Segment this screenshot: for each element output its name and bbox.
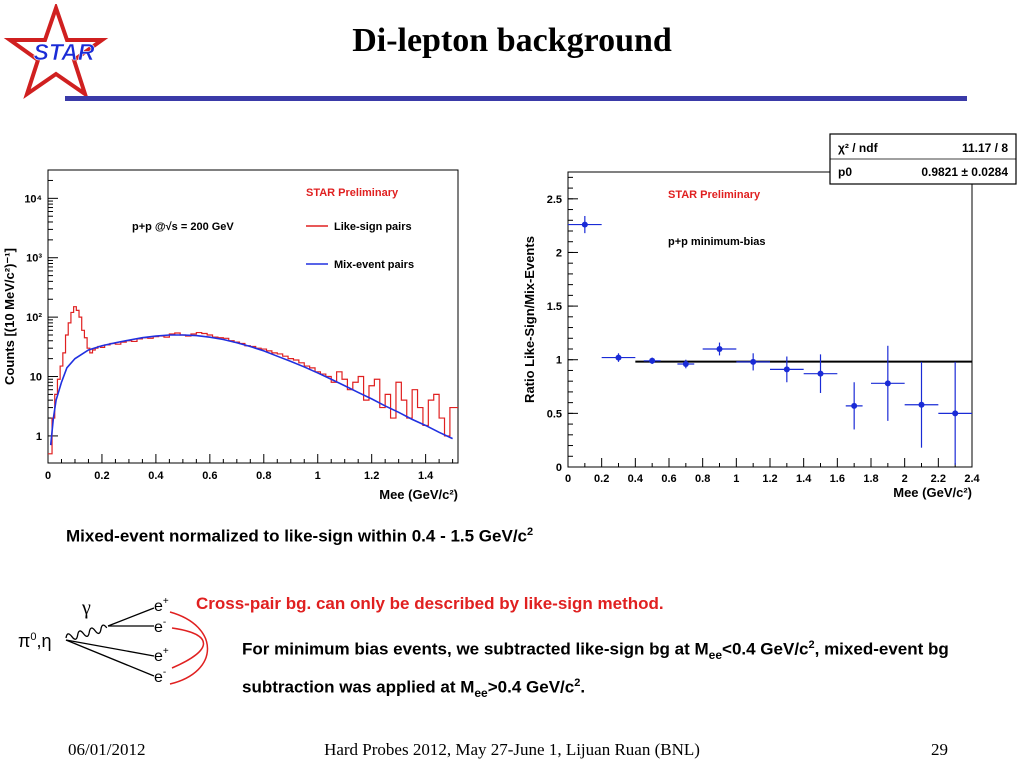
e-plus-1-label: e+ [154, 596, 169, 615]
y-axis-title: Ratio Like-Sign/Mix-Events [522, 236, 537, 403]
normalization-caption: Mixed-event normalized to like-sign with… [66, 526, 534, 546]
data-point [615, 354, 622, 361]
data-point [918, 401, 925, 408]
x-tick-label: 0 [565, 473, 571, 485]
ratio-chart: 0 0.2 0.4 0.6 0.8 1 1.2 1.4 1.6 1.8 2 2.2 2.400.511.… [522, 133, 1017, 500]
x-tick-label: 2.4 [964, 473, 980, 485]
like-sign-mix-event-chart: 0 0.2 0.4 0.6 0.8 1 1.2 1.4 1 10 10² 10³ 10⁴ Counts [… [2, 169, 459, 502]
legend-label: Like-sign pairs [334, 221, 412, 233]
cross-pair-arc-outer [169, 611, 209, 685]
data-point [750, 358, 757, 365]
data-point [884, 380, 891, 387]
energy-annotation: p+p @√s = 200 GeV [132, 221, 234, 233]
decay-diagram: γ π0,η e+ e- e+ e- [18, 596, 209, 686]
fit-stats-chi2-value: 11.17 / 8 [962, 141, 1008, 155]
star-logo-text: STAR [34, 39, 95, 65]
x-tick-label: 0.6 [661, 473, 676, 485]
y-tick-label: 10³ [26, 253, 42, 265]
x-tick-label: 1.4 [796, 473, 812, 485]
x-tick-label: 1 [733, 473, 739, 485]
x-tick-label: 1 [315, 470, 321, 482]
x-tick-label: 1.2 [364, 470, 379, 482]
data-point [649, 357, 656, 364]
page-title: Di-lepton background [352, 22, 672, 59]
data-point [952, 410, 959, 417]
x-tick-label: 1.4 [418, 470, 434, 482]
x-axis-title: Mee (GeV/c²) [893, 485, 972, 500]
photon-line [65, 624, 108, 640]
x-tick-label: 0.6 [202, 470, 217, 482]
y-tick-label: 2 [556, 247, 562, 259]
star-logo-icon [3, 1, 109, 99]
cross-pair-note: Cross-pair bg. can only be described by … [196, 594, 664, 613]
e-minus-2-label: e- [154, 667, 166, 686]
gamma-label: γ [81, 597, 91, 619]
x-tick-label: 0.4 [148, 470, 164, 482]
y-tick-label: 1 [556, 355, 562, 367]
data-point [851, 402, 858, 409]
subtraction-note: For minimum bias events, we subtracted l… [242, 639, 949, 701]
x-tick-label: 2.2 [931, 473, 946, 485]
data-point [817, 370, 824, 377]
x-axis-title: Mee (GeV/c²) [379, 487, 458, 502]
data-point [682, 361, 689, 368]
x-tick-label: 0.2 [94, 470, 109, 482]
fit-stats-p0-value: 0.9821 ± 0.0284 [921, 165, 1008, 179]
fit-stats-p0-label: p0 [838, 165, 852, 179]
title-underline [65, 96, 967, 101]
x-tick-label: 0.8 [695, 473, 710, 485]
plot-frame [47, 169, 459, 464]
preliminary-label: STAR Preliminary [668, 189, 761, 201]
line-e-plus-2 [65, 639, 155, 657]
star-logo: STAR [2, 1, 122, 100]
footer-page-number: 29 [931, 740, 948, 759]
fit-stats-chi2-label: χ² / ndf [838, 141, 879, 155]
y-tick-label: 10⁴ [24, 193, 42, 205]
footer-conference: Hard Probes 2012, May 27-June 1, Lijuan … [324, 740, 700, 759]
e-minus-1-label: e- [154, 617, 166, 636]
mix-event-line [49, 334, 453, 446]
footer-date: 06/01/2012 [68, 740, 146, 759]
y-tick-label: 2.5 [547, 194, 562, 206]
x-tick-label: 2 [902, 473, 908, 485]
y-tick-label: 1.5 [547, 301, 562, 313]
legend-label: Mix-event pairs [334, 259, 414, 271]
x-tick-label: 1.2 [762, 473, 777, 485]
data-point [783, 366, 790, 373]
e-plus-2-label: e+ [154, 646, 169, 665]
y-tick-label: 1 [36, 431, 42, 443]
y-axis-title: Counts [(10 MeV/c²)⁻¹] [2, 248, 17, 385]
data-point [581, 221, 588, 228]
sample-annotation: p+p minimum-bias [668, 236, 766, 248]
line-e-plus-1 [107, 607, 155, 627]
x-tick-label: 0.2 [594, 473, 609, 485]
x-tick-label: 1.6 [830, 473, 845, 485]
like-sign-histogram [48, 306, 458, 455]
preliminary-label: STAR Preliminary [306, 187, 399, 199]
x-tick-label: 0.8 [256, 470, 271, 482]
x-tick-label: 1.8 [863, 473, 878, 485]
x-tick-label: 0 [45, 470, 51, 482]
y-tick-label: 0 [556, 462, 562, 474]
plot-frame [567, 171, 973, 468]
pi-eta-label: π0,η [18, 631, 52, 651]
y-tick-label: 0.5 [547, 408, 562, 420]
y-tick-label: 10² [26, 312, 42, 324]
cross-pair-arc [171, 627, 204, 669]
x-tick-label: 0.4 [628, 473, 644, 485]
y-tick-label: 10 [30, 372, 42, 384]
line-e-minus-2 [65, 639, 155, 677]
data-point [716, 346, 723, 352]
svg-text:π0,η: π0,η [18, 631, 52, 651]
